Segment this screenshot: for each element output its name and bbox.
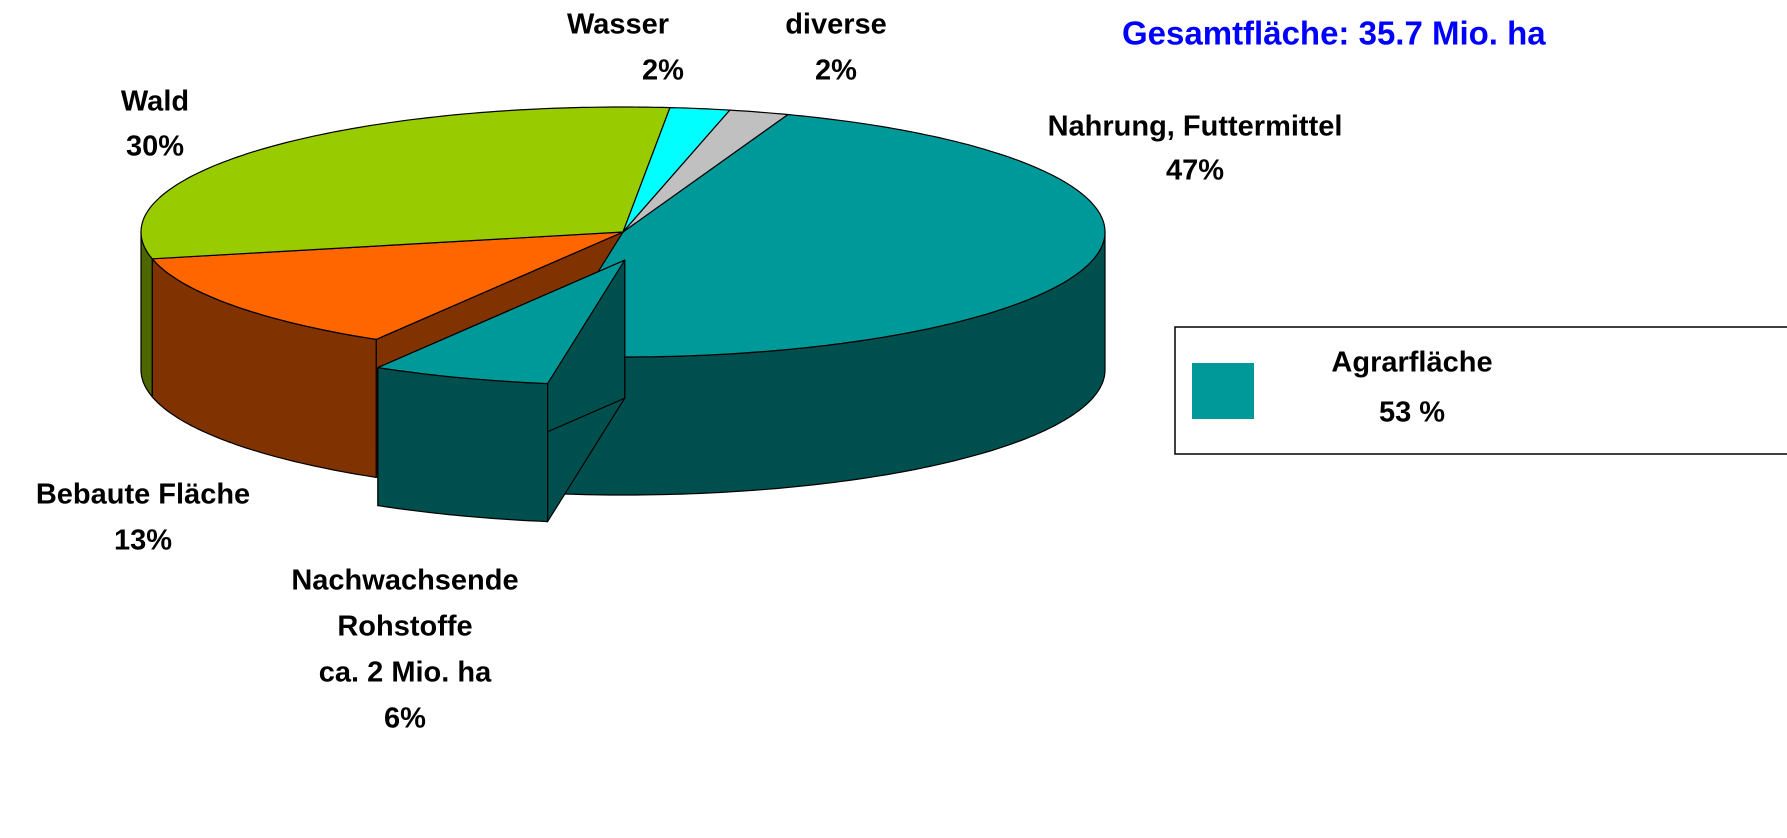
slice-value-label: 6%: [384, 703, 426, 735]
slice-value-label: 2%: [642, 55, 684, 87]
slice-value-label: 2%: [815, 55, 857, 87]
slice-label: Nahrung, Futtermittel: [1048, 111, 1343, 143]
slice-label: Wald: [121, 86, 189, 118]
slice-side: [377, 367, 549, 523]
slice-value-label: 13%: [114, 525, 172, 557]
legend-swatch: [1192, 363, 1254, 419]
slice-label: Rohstoffe: [337, 611, 472, 643]
legend-value: 53 %: [1379, 397, 1445, 429]
slice-label: diverse: [785, 9, 887, 41]
chart-title: Gesamtfläche: 35.7 Mio. ha: [1122, 15, 1546, 52]
legend-box: [1174, 326, 1787, 455]
slice-label: Bebaute Fläche: [36, 479, 250, 511]
slice-label: Wasser: [567, 9, 669, 41]
slice: [545, 113, 1106, 358]
legend-label: Agrarfläche: [1331, 347, 1492, 379]
slice: [151, 231, 624, 340]
slice-value-label: 47%: [1166, 155, 1224, 187]
slice: [622, 109, 789, 233]
slice-label: Nachwachsende: [291, 565, 518, 597]
slice-label: ca. 2 Mio. ha: [319, 657, 492, 689]
slice: [140, 106, 671, 260]
slice: [377, 259, 626, 385]
slice-value-label: 30%: [126, 131, 184, 163]
